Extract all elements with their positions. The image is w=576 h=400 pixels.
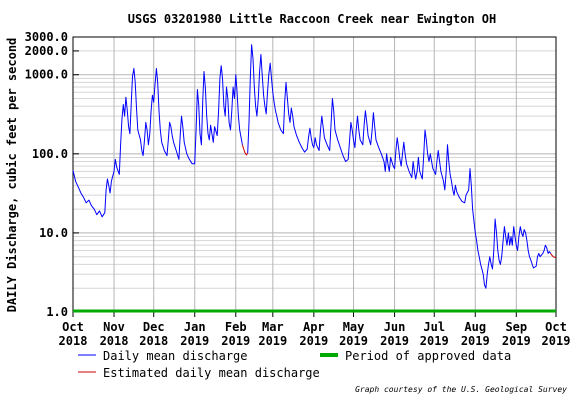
x-tick-month: Feb <box>225 320 247 334</box>
y-tick-label: 1.0 <box>46 305 68 319</box>
x-tick-month: Nov <box>103 320 125 334</box>
y-tick-label: 1000.0 <box>25 68 68 82</box>
daily-mean-discharge-line <box>72 65 243 218</box>
estimated-discharge-line <box>241 144 249 156</box>
x-tick-year: 2019 <box>339 334 368 348</box>
legend-estimated-label: Estimated daily mean discharge <box>103 366 320 380</box>
legend: Daily mean discharge Period of approved … <box>78 349 511 380</box>
chart-title: USGS 03201980 Little Raccoon Creek near … <box>128 12 496 26</box>
x-tick-year: 2018 <box>139 334 168 348</box>
x-tick-month: Oct <box>62 320 84 334</box>
x-tick-year: 2019 <box>221 334 250 348</box>
credit-text: Graph courtesy of the U.S. Geological Su… <box>355 385 567 394</box>
minor-gridlines <box>73 50 556 289</box>
x-tick-month: Oct <box>545 320 567 334</box>
x-tick-year: 2019 <box>420 334 449 348</box>
x-tick-year: 2018 <box>100 334 129 348</box>
y-tick-label: 3000.0 <box>25 30 68 44</box>
legend-approved-label: Period of approved data <box>345 349 511 363</box>
x-tick-year: 2019 <box>299 334 328 348</box>
x-tick-year: 2019 <box>258 334 287 348</box>
x-tick-month: Jun <box>384 320 406 334</box>
y-axis-label: DAILY Discharge, cubic feet per second <box>5 38 19 313</box>
legend-daily-mean-label: Daily mean discharge <box>103 349 248 363</box>
major-gridlines <box>73 37 556 312</box>
y-tick-label: 2000.0 <box>25 44 68 58</box>
discharge-series <box>72 44 556 313</box>
x-tick-month: May <box>343 320 365 334</box>
x-tick-month: Dec <box>143 320 165 334</box>
x-axis: Oct2018Nov2018Dec2018Jan2019Feb2019Mar20… <box>59 312 571 348</box>
x-tick-year: 2019 <box>542 334 571 348</box>
x-tick-month: Mar <box>262 320 284 334</box>
x-tick-year: 2019 <box>380 334 409 348</box>
y-tick-label: 100.0 <box>32 147 68 161</box>
x-tick-year: 2019 <box>502 334 531 348</box>
x-tick-month: Jan <box>184 320 206 334</box>
x-tick-month: Jul <box>423 320 445 334</box>
x-tick-month: Sep <box>505 320 527 334</box>
x-tick-year: 2019 <box>461 334 490 348</box>
x-tick-year: 2018 <box>59 334 88 348</box>
daily-mean-discharge-line <box>247 44 552 289</box>
estimated-discharge-line <box>550 253 556 258</box>
x-tick-month: Aug <box>464 320 486 334</box>
x-tick-year: 2019 <box>180 334 209 348</box>
x-tick-month: Apr <box>303 320 325 334</box>
y-tick-label: 10.0 <box>39 226 68 240</box>
